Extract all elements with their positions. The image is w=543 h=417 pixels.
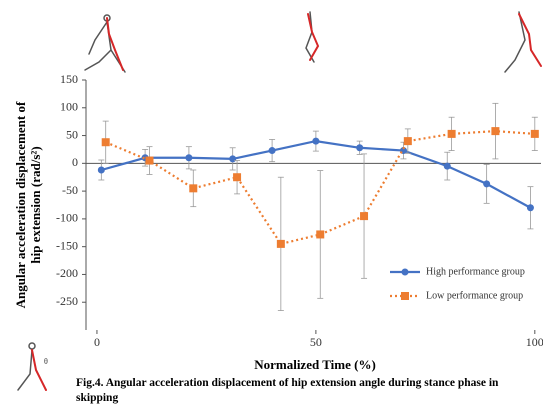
stick-figures: θ — [17, 11, 542, 391]
legend-marker — [401, 268, 409, 276]
y-tick-label: -150 — [56, 238, 78, 252]
x-tick-label: 100 — [526, 335, 543, 349]
marker — [185, 154, 193, 162]
x-axis-label: Normalized Time (%) — [254, 357, 376, 372]
figure-caption: Fig.4. Angular acceleration displacement… — [76, 377, 499, 404]
marker — [447, 129, 456, 138]
y-tick-label: -100 — [56, 211, 78, 225]
y-tick-label: 0 — [72, 155, 78, 169]
marker — [491, 127, 500, 136]
y-tick-label: 150 — [60, 72, 78, 86]
legend-marker — [401, 292, 409, 300]
legend-label: Low performance group — [426, 290, 523, 301]
marker — [356, 144, 364, 152]
marker — [97, 166, 105, 174]
y-axis-label: hip extension (rad/s²) — [28, 146, 43, 263]
y-tick-label: 100 — [60, 100, 78, 114]
y-tick-label: -250 — [56, 294, 78, 308]
y-tick-label: -50 — [62, 183, 78, 197]
y-axis-label: Angular acceleration displacement of — [13, 101, 28, 308]
marker — [189, 184, 198, 193]
marker — [233, 173, 242, 182]
y-tick-label: -200 — [56, 266, 78, 280]
marker — [101, 138, 110, 147]
marker — [530, 129, 539, 138]
legend-label: High performance group — [426, 266, 525, 277]
marker — [360, 212, 369, 221]
marker — [145, 156, 154, 165]
marker — [526, 204, 534, 212]
y-tick-label: 50 — [66, 127, 78, 141]
marker — [312, 137, 320, 145]
marker — [483, 180, 491, 188]
marker — [403, 137, 412, 146]
marker — [276, 239, 285, 248]
marker — [443, 162, 451, 170]
marker — [268, 147, 276, 155]
marker — [316, 230, 325, 239]
marker — [229, 155, 237, 163]
x-tick-label: 0 — [94, 335, 100, 349]
svg-text:θ: θ — [44, 357, 48, 366]
x-tick-label: 50 — [310, 335, 322, 349]
